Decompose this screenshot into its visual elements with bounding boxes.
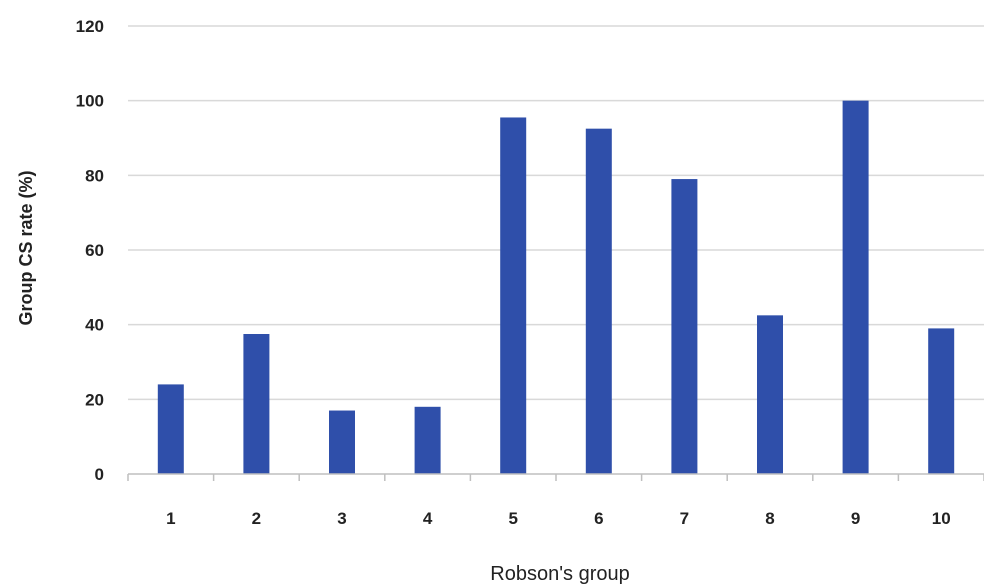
y-tick-label: 100 — [76, 92, 104, 111]
y-tick-label: 20 — [85, 390, 104, 409]
x-axis-ticks: 1 2 3 4 5 6 7 8 9 10 — [166, 509, 951, 528]
x-axis-label: Robson's group — [490, 563, 629, 585]
bar-group-4 — [414, 406, 441, 474]
x-tick-label: 1 — [166, 509, 175, 528]
bar-group-10 — [928, 328, 955, 474]
y-axis-ticks: 0 20 40 60 80 100 120 — [76, 17, 104, 484]
bar-group-2 — [243, 334, 270, 474]
x-axis — [127, 473, 984, 481]
bar-group-3 — [329, 410, 355, 474]
y-tick-label: 60 — [85, 241, 104, 260]
x-tick-label: 9 — [851, 509, 860, 528]
gridlines — [128, 25, 984, 401]
y-tick-label: 80 — [85, 166, 104, 185]
x-tick-label: 5 — [508, 509, 517, 528]
x-tick-label: 4 — [423, 509, 433, 528]
x-tick-label: 2 — [252, 509, 261, 528]
y-axis-label: Group CS rate (%) — [16, 170, 36, 325]
x-tick-label: 6 — [594, 509, 603, 528]
y-tick-label: 0 — [95, 465, 104, 484]
x-tick-label: 8 — [765, 509, 774, 528]
x-tick-label: 3 — [337, 509, 346, 528]
x-tick-label: 10 — [932, 509, 951, 528]
bar-group-6 — [585, 128, 612, 474]
bar-group-9 — [842, 100, 869, 475]
y-tick-label: 120 — [76, 17, 104, 36]
bar-group-7 — [671, 179, 698, 475]
bar-group-1 — [157, 384, 184, 474]
bar-group-8 — [757, 315, 783, 474]
bars — [157, 100, 955, 475]
bar-group-5 — [500, 117, 527, 474]
x-tick-label: 7 — [680, 509, 689, 528]
y-tick-label: 40 — [85, 316, 104, 335]
